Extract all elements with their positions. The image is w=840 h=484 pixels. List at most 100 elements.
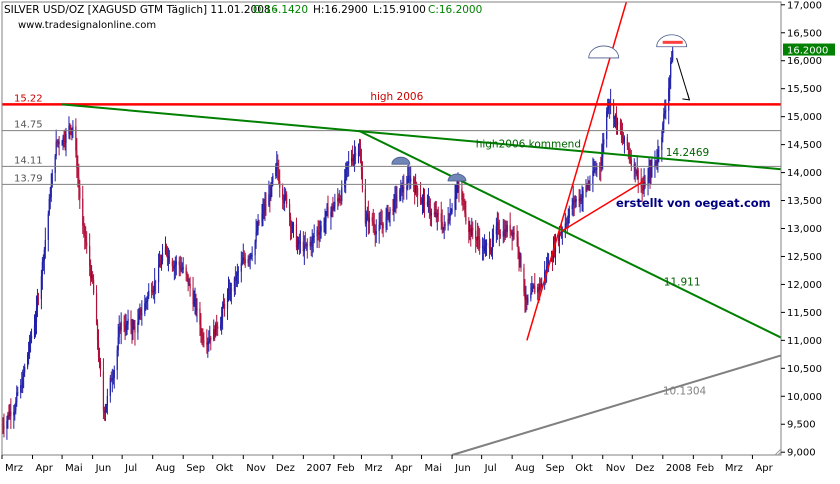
last-close-label: 16.2000 — [787, 46, 828, 57]
candle-body — [386, 209, 388, 218]
candle-body — [41, 262, 43, 277]
candle-body — [261, 213, 263, 223]
candle-body — [416, 188, 419, 196]
candle-body — [99, 361, 102, 371]
candle-body — [137, 322, 139, 333]
y-tick-label: 10,000 — [787, 392, 822, 403]
candle-body — [262, 208, 264, 214]
candle-body — [55, 141, 57, 157]
candle-body — [472, 227, 474, 231]
candle-body — [586, 186, 588, 188]
candle-body — [643, 181, 645, 191]
candle-body — [144, 303, 146, 314]
candle-body — [509, 224, 511, 232]
candle-body — [443, 224, 445, 229]
candle-body — [223, 303, 226, 309]
last-close-badge — [783, 43, 835, 56]
lines-layer — [2, 1, 782, 456]
candle-body — [628, 149, 630, 156]
candle-body — [313, 235, 315, 237]
candle-body — [450, 211, 452, 213]
candle-body — [612, 102, 615, 119]
candle-body — [250, 255, 252, 257]
candle-body — [110, 377, 112, 381]
candle-body — [441, 221, 443, 230]
candle-body — [461, 188, 463, 200]
x-tick-label: Dez — [276, 463, 295, 474]
y-tick-label: 9,000 — [787, 448, 816, 459]
candle-body — [595, 168, 597, 170]
candle-body — [173, 266, 175, 269]
candle-body — [275, 166, 277, 176]
candle-body — [503, 231, 505, 237]
candle-body — [9, 411, 11, 417]
candle-body — [541, 282, 543, 287]
candle-body — [181, 269, 183, 271]
candle-body — [22, 377, 24, 389]
candles-layer — [1, 41, 674, 440]
candle-body — [63, 137, 65, 141]
candle-body — [145, 301, 147, 304]
candle-body — [8, 414, 10, 417]
candle-body — [89, 245, 91, 266]
ohlc-open: O:16.1420 — [253, 4, 308, 16]
candle-body — [37, 298, 40, 300]
candle-body — [601, 157, 603, 169]
candle-body — [454, 196, 456, 209]
candle-body — [615, 115, 618, 126]
candle-body — [504, 229, 506, 237]
candle-body — [433, 213, 435, 215]
candle-body — [127, 318, 129, 325]
candle-body — [423, 196, 426, 206]
candle-body — [311, 240, 313, 247]
candle-body — [479, 239, 481, 249]
candle-body — [111, 379, 113, 381]
candle-body — [208, 340, 210, 343]
candle-body — [585, 186, 587, 192]
candle-body — [580, 197, 582, 201]
candle-body — [368, 217, 370, 223]
candle-body — [426, 201, 429, 206]
candle-body — [531, 288, 533, 293]
candle-body — [192, 288, 194, 305]
candle-body — [90, 265, 92, 279]
x-tick-label: Sep — [546, 463, 565, 474]
y-tick-label: 9,500 — [787, 420, 816, 431]
candle-body — [561, 231, 563, 233]
candle-body — [553, 247, 556, 252]
candle-body — [648, 170, 650, 177]
candle-body — [358, 146, 361, 153]
candle-body — [564, 223, 566, 232]
candle-body — [151, 290, 153, 292]
candle-body — [457, 185, 459, 189]
candle-body — [573, 199, 575, 203]
candle-body — [233, 278, 236, 292]
candle-body — [34, 322, 37, 326]
candle-body — [387, 209, 389, 217]
candle-body — [309, 241, 311, 247]
candle-body — [210, 337, 212, 340]
candle-body — [50, 185, 52, 198]
candle-body — [409, 175, 411, 182]
candle-body — [247, 258, 249, 264]
candle-body — [665, 110, 667, 112]
candle-body — [325, 213, 327, 222]
candle-body — [413, 178, 415, 186]
candle-body — [360, 160, 363, 171]
candle-body — [29, 338, 32, 341]
x-tick-label: Aug — [156, 463, 176, 474]
candle-body — [489, 248, 492, 252]
candle-body — [303, 244, 305, 252]
candle-body — [382, 223, 384, 229]
candle-body — [420, 201, 423, 204]
annotation-2: high2006 kommend — [476, 138, 581, 150]
candle-body — [57, 141, 59, 143]
candle-body — [54, 156, 56, 174]
candle-body — [488, 243, 491, 249]
candle-body — [393, 200, 395, 211]
dome-marker-3 — [588, 45, 620, 59]
candle-body — [633, 164, 635, 167]
candle-body — [621, 134, 624, 139]
candle-body — [429, 210, 432, 216]
candle-body — [298, 240, 301, 244]
